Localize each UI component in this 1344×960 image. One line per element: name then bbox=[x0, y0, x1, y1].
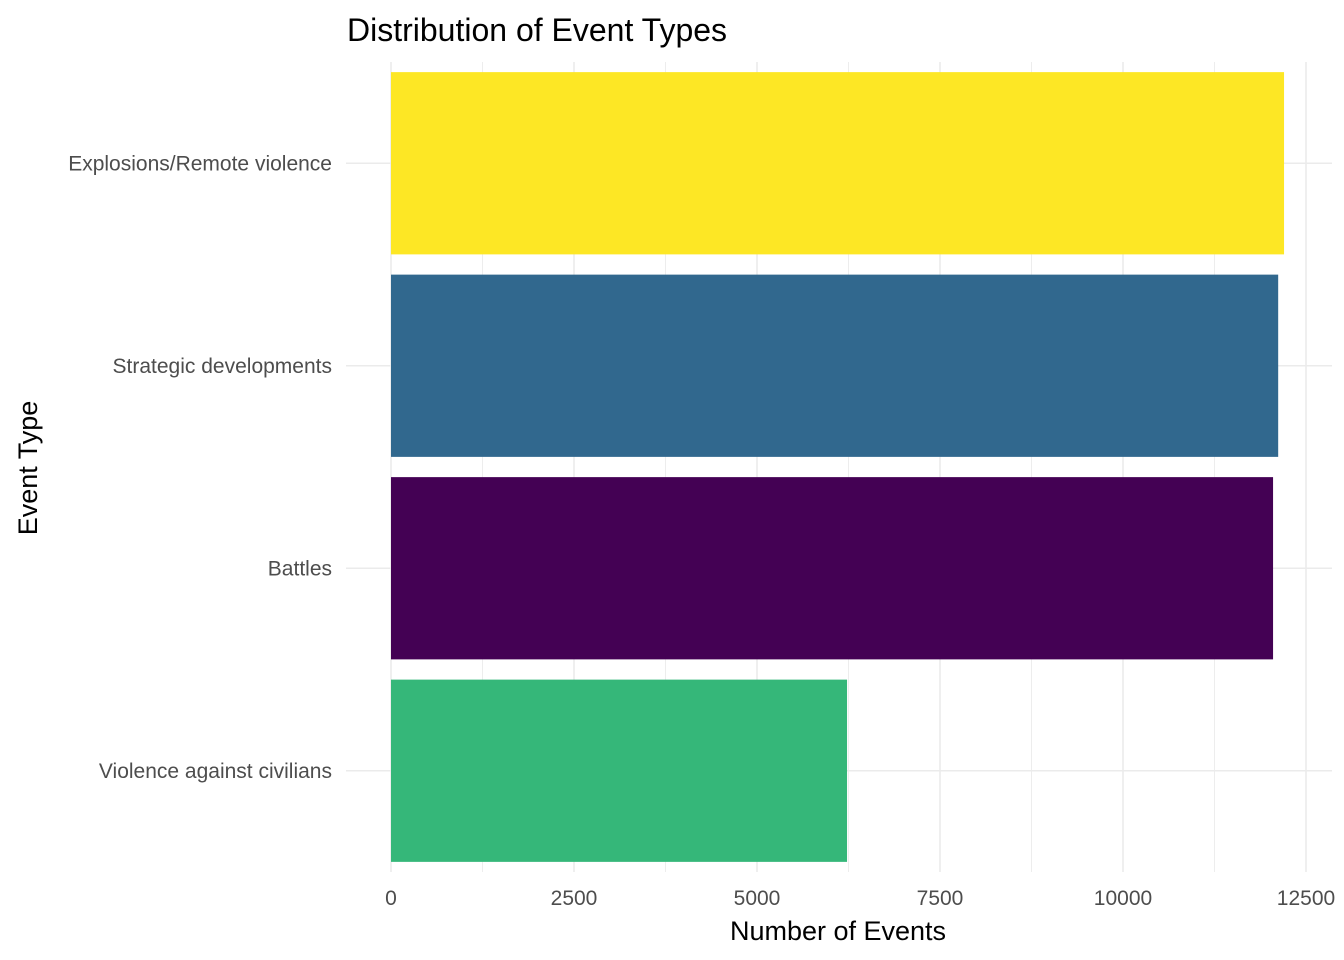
x-axis-title: Number of Events bbox=[730, 916, 946, 946]
x-tick-label: 0 bbox=[385, 887, 397, 910]
bar bbox=[391, 477, 1274, 660]
x-axis-ticks: 0 2500 5000 7500 10000 12500 bbox=[385, 887, 1335, 910]
y-tick-label: Violence against civilians bbox=[99, 760, 332, 783]
y-tick-label: Explosions/Remote violence bbox=[68, 152, 332, 175]
x-tick-label: 12500 bbox=[1277, 887, 1335, 910]
x-tick-label: 5000 bbox=[734, 887, 781, 910]
x-tick-label: 7500 bbox=[917, 887, 964, 910]
bar bbox=[391, 679, 848, 862]
y-tick-label: Strategic developments bbox=[113, 355, 332, 378]
chart-title: Distribution of Event Types bbox=[347, 12, 727, 48]
y-tick-label: Battles bbox=[268, 557, 332, 580]
bars bbox=[391, 72, 1285, 862]
bar bbox=[391, 274, 1279, 457]
x-tick-label: 10000 bbox=[1094, 887, 1152, 910]
bar bbox=[391, 72, 1285, 255]
y-axis-ticks: Explosions/Remote violence Strategic deve… bbox=[68, 152, 332, 783]
y-axis-title: Event Type bbox=[13, 401, 43, 536]
x-tick-label: 2500 bbox=[551, 887, 598, 910]
